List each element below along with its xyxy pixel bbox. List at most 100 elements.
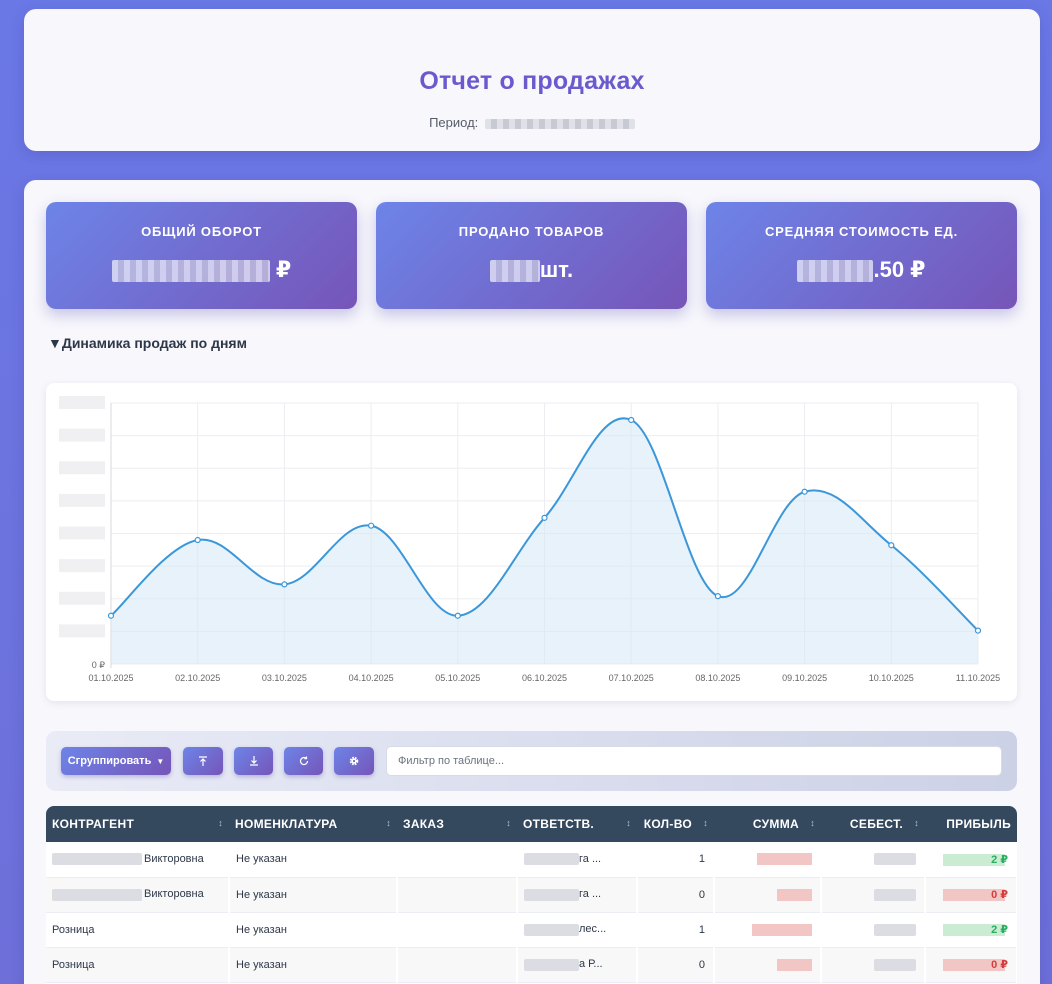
- column-header-client[interactable]: КОНТРАГЕНТ ↕: [46, 806, 229, 842]
- redacted: [52, 888, 142, 901]
- cell-sum: [714, 912, 822, 948]
- chart-svg: 0 ₽ 01.10.2025 02.10.2025 03.10.2025 04.10.2…: [59, 396, 1000, 683]
- section-toggle-sales-dynamics[interactable]: ▼Динамика продаж по дням: [48, 335, 247, 351]
- y-tick-redacted: [59, 428, 105, 442]
- stat-total-turnover: ОБЩИЙ ОБОРОТ ₽: [46, 202, 357, 309]
- cell-cost: [821, 877, 926, 913]
- table-filter-input[interactable]: [386, 746, 1002, 776]
- redacted: [752, 923, 812, 936]
- redacted: [524, 958, 579, 971]
- expand-all-button[interactable]: [234, 747, 273, 775]
- stat-value: .50 ₽: [706, 257, 1017, 283]
- cell-cost: [821, 912, 926, 948]
- stat-value-suffix: шт.: [539, 257, 574, 282]
- table-row[interactable]: Розница Не указан лес... 1 2 ₽: [46, 912, 1017, 948]
- cell-nomenclature: Не указан: [229, 947, 398, 983]
- x-tick-label: 01.10.2025: [88, 673, 133, 683]
- redacted: [874, 853, 916, 866]
- cell-nomenclature: Не указан: [229, 842, 398, 878]
- column-header-profit[interactable]: ПРИБЫЛЬ: [925, 806, 1017, 842]
- y-tick-zero: 0 ₽: [92, 660, 106, 670]
- column-header-sum[interactable]: СУММА ↕: [714, 806, 821, 842]
- sales-table: КОНТРАГЕНТ ↕ НОМЕНКЛАТУРА ↕ ЗАКАЗ ↕ ОТВЕТСТ…: [46, 806, 1017, 984]
- cell-responsible: га ...: [517, 842, 638, 878]
- redacted: [874, 958, 916, 971]
- data-point[interactable]: [628, 416, 635, 424]
- group-button-label: Сгруппировать: [67, 755, 152, 767]
- column-header-nomenclature[interactable]: НОМЕНКЛАТУРА ↕: [229, 806, 397, 842]
- cell-profit: 0 ₽: [925, 877, 1017, 913]
- data-point[interactable]: [974, 627, 982, 634]
- data-point[interactable]: [368, 522, 375, 529]
- x-tick-label: 07.10.2025: [609, 673, 654, 683]
- cell-qty: 1: [637, 912, 715, 948]
- redacted: [943, 924, 1006, 937]
- x-tick-label: 10.10.2025: [869, 673, 914, 683]
- gear-icon: [349, 756, 359, 766]
- table-row[interactable]: Викторовна Не указан га ... 1 2 ₽: [46, 842, 1017, 878]
- report-header: Отчет о продажах Период:: [24, 9, 1040, 151]
- column-header-qty[interactable]: КОЛ-ВО ↕: [637, 806, 714, 842]
- collapse-all-button[interactable]: [183, 747, 223, 775]
- x-tick-label: 11.10.2025: [956, 673, 1000, 683]
- stat-value-redacted: [797, 260, 874, 283]
- group-button[interactable]: Сгруппировать ▼: [61, 747, 171, 775]
- stat-value-redacted: [489, 260, 540, 283]
- data-point[interactable]: [454, 612, 461, 619]
- cell-qty: 0: [637, 947, 715, 983]
- y-tick-redacted: [59, 526, 105, 540]
- cell-qty: 0: [637, 877, 715, 913]
- period-redacted: [484, 118, 635, 129]
- column-header-responsible[interactable]: ОТВЕТСТВ. ↕: [517, 806, 637, 842]
- redacted: [943, 889, 1006, 902]
- cell-profit: 0 ₽: [925, 947, 1017, 983]
- stat-value-redacted: [111, 260, 270, 283]
- stat-value: шт.: [376, 257, 687, 283]
- cell-nomenclature: Не указан: [229, 877, 398, 913]
- table-row[interactable]: Розница Не указан а Р... 0 0 ₽: [46, 947, 1017, 983]
- column-header-cost[interactable]: СЕБЕСТ. ↕: [821, 806, 925, 842]
- redacted: [524, 888, 579, 901]
- cell-qty: 1: [637, 842, 715, 878]
- y-tick-redacted: [59, 591, 105, 605]
- series-line: [110, 417, 979, 632]
- sales-chart: 0 ₽ 01.10.2025 02.10.2025 03.10.2025 04.10.2…: [46, 383, 1017, 701]
- cell-order: [397, 947, 518, 983]
- page-title: Отчет о продажах: [419, 67, 645, 95]
- settings-button[interactable]: [334, 747, 374, 775]
- data-point[interactable]: [281, 581, 288, 588]
- column-header-order[interactable]: ЗАКАЗ ↕: [397, 806, 517, 842]
- x-tick-label: 04.10.2025: [349, 673, 394, 683]
- sort-icon: ↕: [386, 818, 391, 828]
- redacted: [777, 958, 812, 971]
- data-point[interactable]: [888, 542, 895, 549]
- refresh-button[interactable]: [284, 747, 323, 775]
- redacted: [874, 888, 916, 901]
- stat-value: ₽: [46, 257, 357, 283]
- y-tick-redacted: [59, 396, 105, 409]
- redacted: [757, 853, 812, 866]
- y-tick-redacted: [59, 493, 105, 507]
- cell-nomenclature: Не указан: [229, 912, 398, 948]
- x-tick-label: 08.10.2025: [695, 673, 740, 683]
- data-point[interactable]: [541, 514, 548, 521]
- series-area: [111, 418, 978, 664]
- sort-icon: ↕: [218, 818, 223, 828]
- data-point[interactable]: [801, 488, 808, 495]
- cell-responsible: лес...: [517, 912, 638, 948]
- cell-client: Розница: [46, 912, 230, 948]
- cell-profit: 2 ₽: [925, 912, 1017, 948]
- data-point[interactable]: [194, 536, 201, 544]
- data-point[interactable]: [714, 593, 722, 600]
- cell-client: Викторовна: [46, 877, 230, 913]
- table-row[interactable]: Викторовна Не указан га ... 0 0 ₽: [46, 877, 1017, 913]
- caret-down-icon: ▼: [156, 756, 165, 766]
- redacted: [943, 959, 1006, 972]
- stat-average-cost: СРЕДНЯЯ СТОИМОСТЬ ЕД. .50 ₽: [706, 202, 1017, 309]
- data-point[interactable]: [107, 612, 115, 619]
- cell-sum: [714, 842, 822, 878]
- cell-order: [397, 842, 518, 878]
- table-toolbar: Сгруппировать ▼: [46, 731, 1017, 791]
- sort-icon: ↕: [626, 818, 631, 828]
- expand-down-icon: [249, 756, 258, 766]
